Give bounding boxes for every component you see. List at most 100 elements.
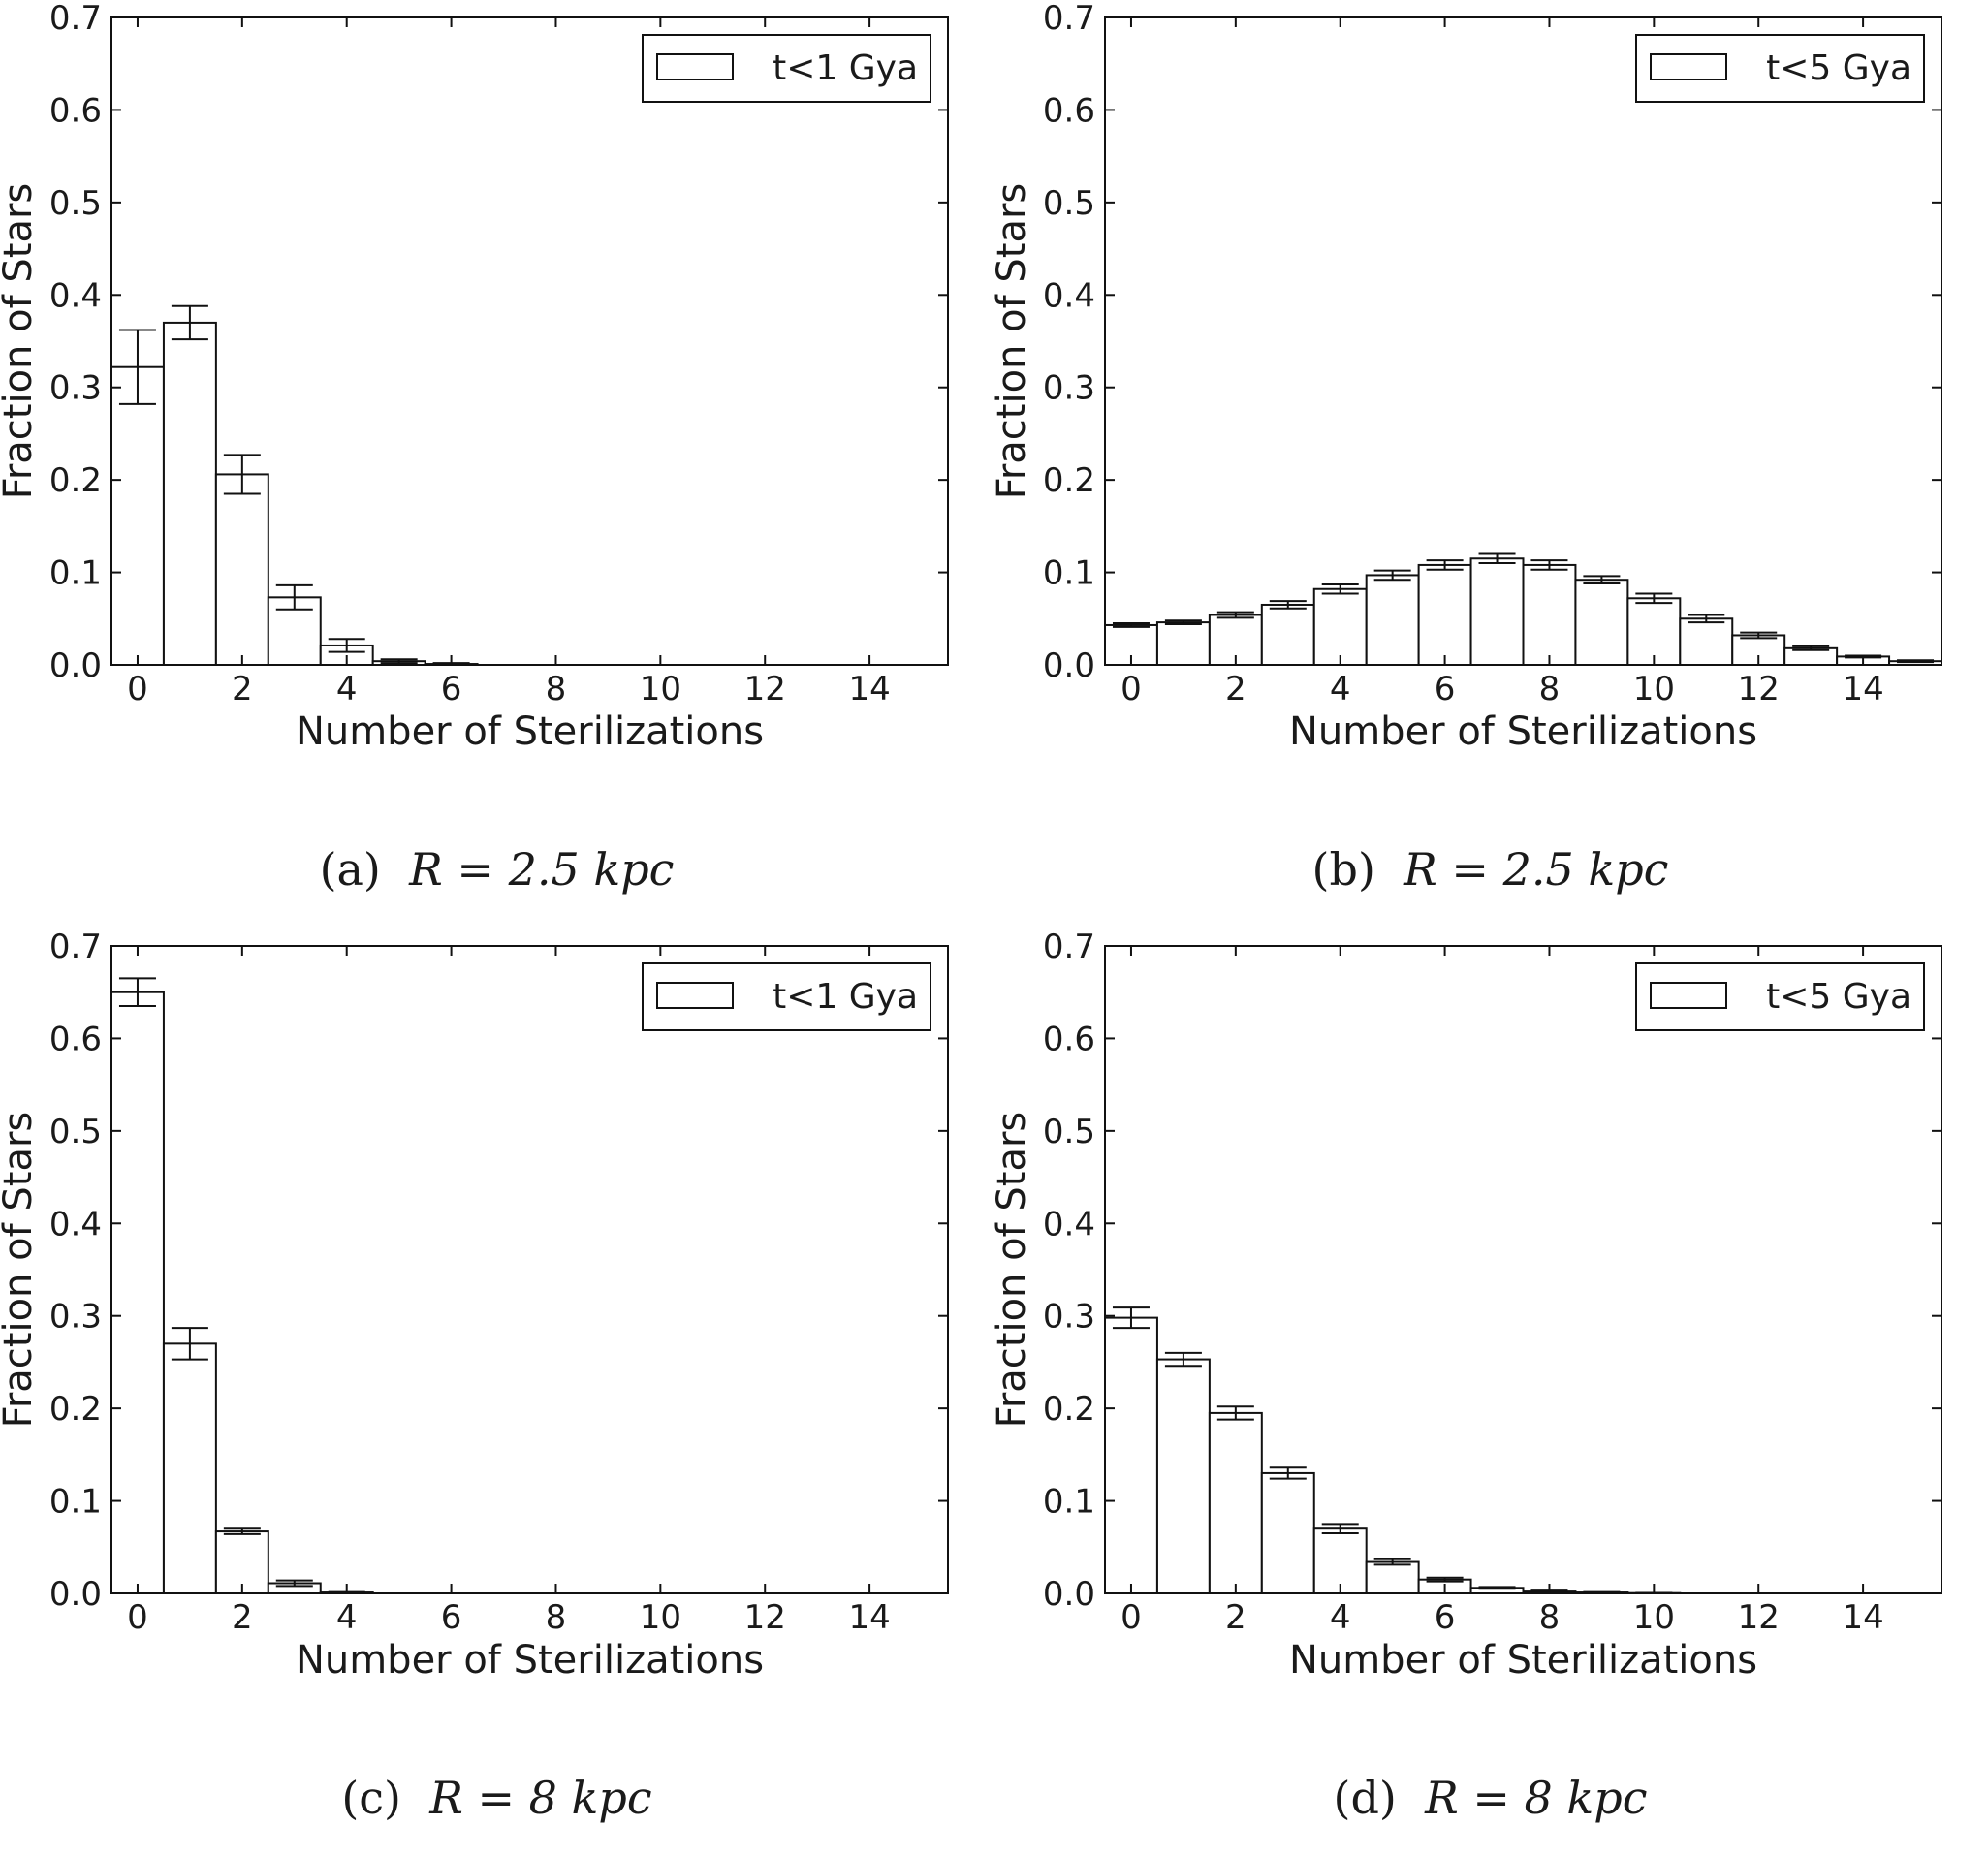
y-axis-label-b: Fraction of Stars [994, 183, 1034, 500]
error-bar-d-3 [1269, 1466, 1307, 1480]
error-bar-d-4 [1321, 1523, 1359, 1534]
error-bar-b-10 [1635, 592, 1673, 605]
error-bar-b-15 [1897, 659, 1935, 664]
y-tick-label: 0.1 [49, 1483, 102, 1522]
error-bar-b-5 [1373, 569, 1411, 582]
y-tick-label: 0.0 [49, 646, 102, 685]
bar-d-0 [1104, 1316, 1158, 1594]
bar-b-11 [1679, 617, 1734, 666]
error-bar-b-7 [1478, 552, 1516, 565]
y-tick-label: 0.2 [1043, 1390, 1095, 1429]
error-bar-b-3 [1269, 600, 1307, 610]
error-bar-b-9 [1583, 575, 1621, 585]
y-axis-label-a: Fraction of Stars [0, 183, 41, 500]
y-tick-label: 0.4 [1043, 276, 1095, 315]
error-bar-a-0 [118, 329, 156, 405]
x-tick-label: 4 [1330, 1598, 1351, 1637]
x-tick-label: 0 [127, 1598, 148, 1637]
bar-b-8 [1522, 563, 1577, 666]
y-tick-label: 0.1 [1043, 1483, 1095, 1522]
error-bars-a [118, 304, 470, 666]
error-bar-a-1 [171, 304, 208, 341]
bar-d-1 [1155, 1358, 1211, 1594]
legend-a: t<1 Gya [642, 34, 931, 103]
caption-b-text: R = 2.5 kpc [1404, 843, 1669, 896]
x-tick-label: 0 [1120, 670, 1142, 708]
error-bar-b-8 [1530, 559, 1568, 571]
error-bar-b-6 [1426, 559, 1464, 571]
bars-d [1104, 1316, 1682, 1595]
chart-b: 0 2 4 6 8 10 12 14 0.0 0.1 0.2 0.3 0.4 0.5 0.6 0.7 Numbe… [994, 0, 1942, 754]
legend-label: t<1 Gya [773, 48, 918, 88]
bar-d-4 [1312, 1527, 1368, 1595]
y-tick-label: 0.5 [1043, 184, 1095, 223]
error-bar-c-0 [118, 977, 156, 1008]
x-tick-label: 4 [336, 1598, 358, 1637]
y-tick-label: 0.2 [49, 1390, 102, 1429]
error-bar-d-5 [1373, 1558, 1411, 1566]
bar-a-0 [110, 365, 165, 666]
caption-a: (a) R = 2.5 kpc [0, 843, 994, 896]
error-bar-d-7 [1478, 1586, 1516, 1590]
x-tick-label: 12 [1738, 1598, 1780, 1637]
bar-b-7 [1469, 557, 1525, 666]
y-tick-label: 0.2 [1043, 461, 1095, 500]
x-tick-label: 6 [441, 1598, 462, 1637]
y-tick-label: 0.6 [49, 1020, 102, 1058]
y-axis-a: 0.0 0.1 0.2 0.3 0.4 0.5 0.6 0.7 [49, 0, 948, 685]
error-bar-b-13 [1792, 645, 1830, 651]
y-tick-label: 0.7 [49, 928, 102, 966]
error-bar-c-1 [171, 1327, 208, 1361]
chart-c: 0 2 4 6 8 10 12 14 0.0 0.1 0.2 0.3 0.4 0.5 0.6 0.7 Numbe… [0, 928, 949, 1683]
axes-frame-a [110, 16, 949, 666]
x-tick-label: 14 [848, 670, 890, 708]
legend-swatch [656, 982, 734, 1009]
x-tick-label: 14 [1842, 670, 1883, 708]
x-tick-label: 6 [441, 670, 462, 708]
y-axis-d: 0.0 0.1 0.2 0.3 0.4 0.5 0.6 0.7 [1043, 928, 1941, 1614]
legend-label: t<5 Gya [1766, 977, 1911, 1017]
error-bar-a-2 [223, 454, 261, 495]
y-tick-label: 0.1 [49, 554, 102, 593]
bar-b-6 [1417, 563, 1472, 666]
x-tick-label: 10 [1633, 1598, 1675, 1637]
legend-d: t<5 Gya [1635, 962, 1925, 1031]
bar-b-10 [1626, 597, 1682, 667]
x-tick-label: 2 [1225, 670, 1246, 708]
y-tick-label: 0.3 [1043, 1298, 1095, 1337]
bars-c [110, 991, 374, 1595]
bar-d-3 [1260, 1471, 1315, 1595]
x-tick-label: 4 [336, 670, 358, 708]
legend-swatch [1650, 53, 1727, 80]
y-tick-label: 0.7 [1043, 0, 1095, 38]
x-tick-label: 12 [1738, 670, 1780, 708]
bar-b-9 [1574, 579, 1629, 666]
x-axis-d: 0 2 4 6 8 10 12 14 [1120, 946, 1884, 1637]
y-axis-b: 0.0 0.1 0.2 0.3 0.4 0.5 0.6 0.7 [1043, 0, 1941, 685]
panel-d: 0 2 4 6 8 10 12 14 0.0 0.1 0.2 0.3 0.4 0.5 0.6 0.7 Numbe… [994, 928, 1987, 1857]
error-bar-b-12 [1740, 631, 1778, 640]
error-bar-b-4 [1321, 582, 1359, 595]
y-tick-label: 0.5 [1043, 1113, 1095, 1151]
y-tick-label: 0.3 [49, 369, 102, 408]
error-bar-d-1 [1164, 1351, 1202, 1368]
legend-box [1635, 34, 1925, 103]
caption-a-label: (a) [319, 843, 381, 896]
y-axis-c: 0.0 0.1 0.2 0.3 0.4 0.5 0.6 0.7 [49, 928, 948, 1614]
x-tick-label: 10 [640, 1598, 681, 1637]
chart-a: 0 2 4 6 8 10 12 14 0.0 0.1 0.2 0.3 0.4 0.5 0.6 0.7 Numbe… [0, 0, 949, 754]
x-tick-label: 4 [1330, 670, 1351, 708]
x-tick-label: 10 [1633, 670, 1675, 708]
axes-frame-d [1104, 945, 1942, 1594]
y-tick-label: 0.0 [1043, 1575, 1095, 1614]
legend-swatch [1650, 982, 1727, 1009]
error-bar-c-2 [223, 1527, 261, 1535]
caption-d-label: (d) [1333, 1772, 1397, 1824]
error-bar-c-3 [275, 1579, 313, 1588]
x-axis-b: 0 2 4 6 8 10 12 14 [1120, 17, 1884, 708]
x-tick-label: 8 [546, 670, 567, 708]
bar-c-1 [162, 1342, 217, 1594]
bar-d-2 [1208, 1411, 1263, 1594]
y-tick-label: 0.3 [1043, 369, 1095, 408]
y-tick-label: 0.2 [49, 461, 102, 500]
